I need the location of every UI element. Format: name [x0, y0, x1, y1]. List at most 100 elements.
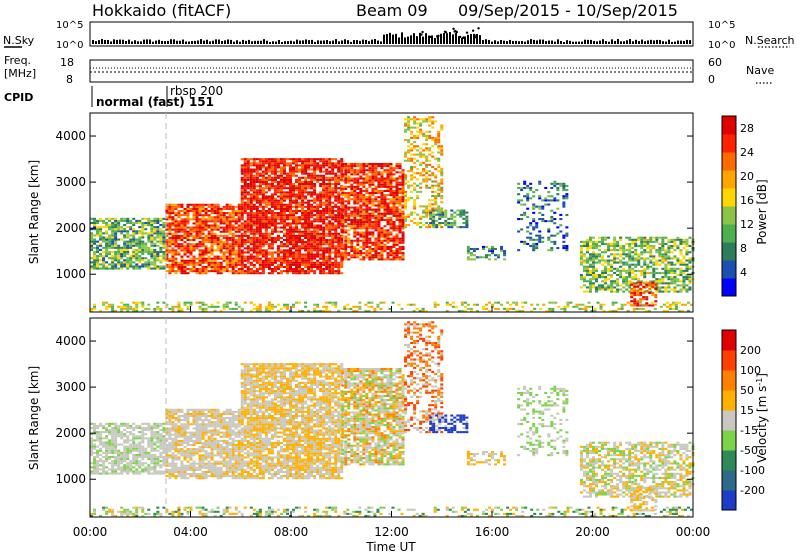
power-cell	[168, 268, 172, 271]
power-cell	[285, 251, 289, 254]
power-cell	[679, 288, 683, 291]
power-cell	[640, 269, 644, 272]
power-cell	[304, 185, 308, 188]
power-cell	[328, 222, 332, 225]
power-cell	[341, 185, 345, 188]
power-cell	[213, 249, 217, 252]
power-cell	[258, 247, 262, 250]
power-cell	[416, 134, 420, 137]
power-cell	[249, 238, 253, 242]
power-cell	[377, 221, 381, 224]
power-cell	[267, 245, 271, 248]
power-cell	[344, 237, 348, 240]
power-cell	[246, 245, 250, 248]
power-cell	[255, 270, 259, 273]
power-cell	[258, 265, 262, 269]
power-cell	[359, 227, 363, 230]
power-cell	[282, 203, 286, 206]
power-cell	[264, 224, 268, 227]
power-cell	[144, 228, 148, 231]
power-cell	[350, 227, 354, 230]
power-cell	[670, 263, 674, 266]
power-cell	[177, 253, 181, 256]
power-cell	[374, 171, 378, 174]
power-cell	[425, 221, 429, 225]
power-cell	[301, 166, 305, 169]
power-cell	[267, 232, 271, 235]
power-cell	[334, 257, 338, 260]
power-cell	[285, 238, 289, 242]
power-cell	[276, 212, 280, 215]
power-cell	[252, 214, 256, 217]
power-cell	[607, 278, 611, 281]
power-cell	[667, 278, 671, 281]
power-cell	[459, 209, 463, 212]
power-cell	[341, 204, 345, 207]
power-cell	[295, 189, 299, 192]
power-cell	[610, 265, 614, 268]
power-cell	[150, 267, 154, 270]
power-cell	[282, 238, 286, 242]
power-cell	[117, 228, 121, 231]
power-cell	[168, 238, 172, 242]
power-cell	[582, 280, 586, 283]
power-cell	[383, 250, 387, 253]
power-cell	[319, 174, 323, 177]
power-cell	[676, 236, 680, 239]
power-cell	[249, 241, 253, 244]
power-cell	[676, 273, 680, 277]
power-cell	[341, 192, 345, 195]
power-cell	[162, 240, 166, 243]
power-cell	[328, 189, 332, 192]
power-cell	[591, 276, 596, 279]
power-cell	[204, 236, 208, 239]
power-cell	[153, 242, 157, 245]
power-cell	[386, 221, 390, 224]
nsky-point	[140, 41, 142, 44]
nsky-point	[560, 40, 562, 44]
power-cell	[237, 243, 241, 246]
power-cell	[213, 212, 217, 215]
power-cell	[261, 180, 265, 184]
power-cell	[579, 247, 583, 250]
power-cell	[377, 233, 381, 236]
power-cell	[213, 243, 217, 246]
nsky-point	[293, 41, 295, 44]
power-cell	[298, 197, 302, 200]
power-cell	[267, 212, 271, 215]
power-cell	[643, 290, 647, 293]
power-cell	[279, 172, 283, 175]
power-cell	[523, 186, 527, 190]
power-cell	[207, 220, 211, 223]
power-cell	[264, 191, 268, 194]
power-cell	[613, 242, 617, 245]
power-cell	[503, 254, 507, 257]
power-cell	[616, 288, 620, 291]
power-cell	[419, 186, 423, 189]
power-cell	[246, 265, 250, 269]
power-cell	[334, 176, 338, 179]
power-cell	[316, 228, 320, 231]
power-cell	[304, 272, 308, 275]
power-cell	[380, 212, 384, 215]
power-cell	[264, 183, 268, 186]
power-cell	[595, 255, 599, 258]
power-cell	[319, 232, 323, 235]
power-cell	[228, 270, 232, 273]
nsky-tick-top-left: 10^5	[56, 20, 83, 31]
power-cell	[204, 245, 208, 248]
power-cell	[622, 286, 626, 289]
power-cell	[204, 212, 208, 215]
power-cell	[219, 209, 223, 213]
power-cell	[195, 214, 199, 217]
power-cell	[267, 234, 271, 237]
power-cell	[582, 255, 586, 258]
power-cell	[246, 255, 250, 258]
power-cell	[222, 228, 226, 231]
power-cell	[398, 227, 402, 230]
power-cell	[270, 209, 274, 213]
power-cell	[264, 251, 268, 254]
power-cell	[132, 221, 136, 225]
power-cell	[132, 242, 136, 245]
power-cell	[356, 221, 360, 224]
